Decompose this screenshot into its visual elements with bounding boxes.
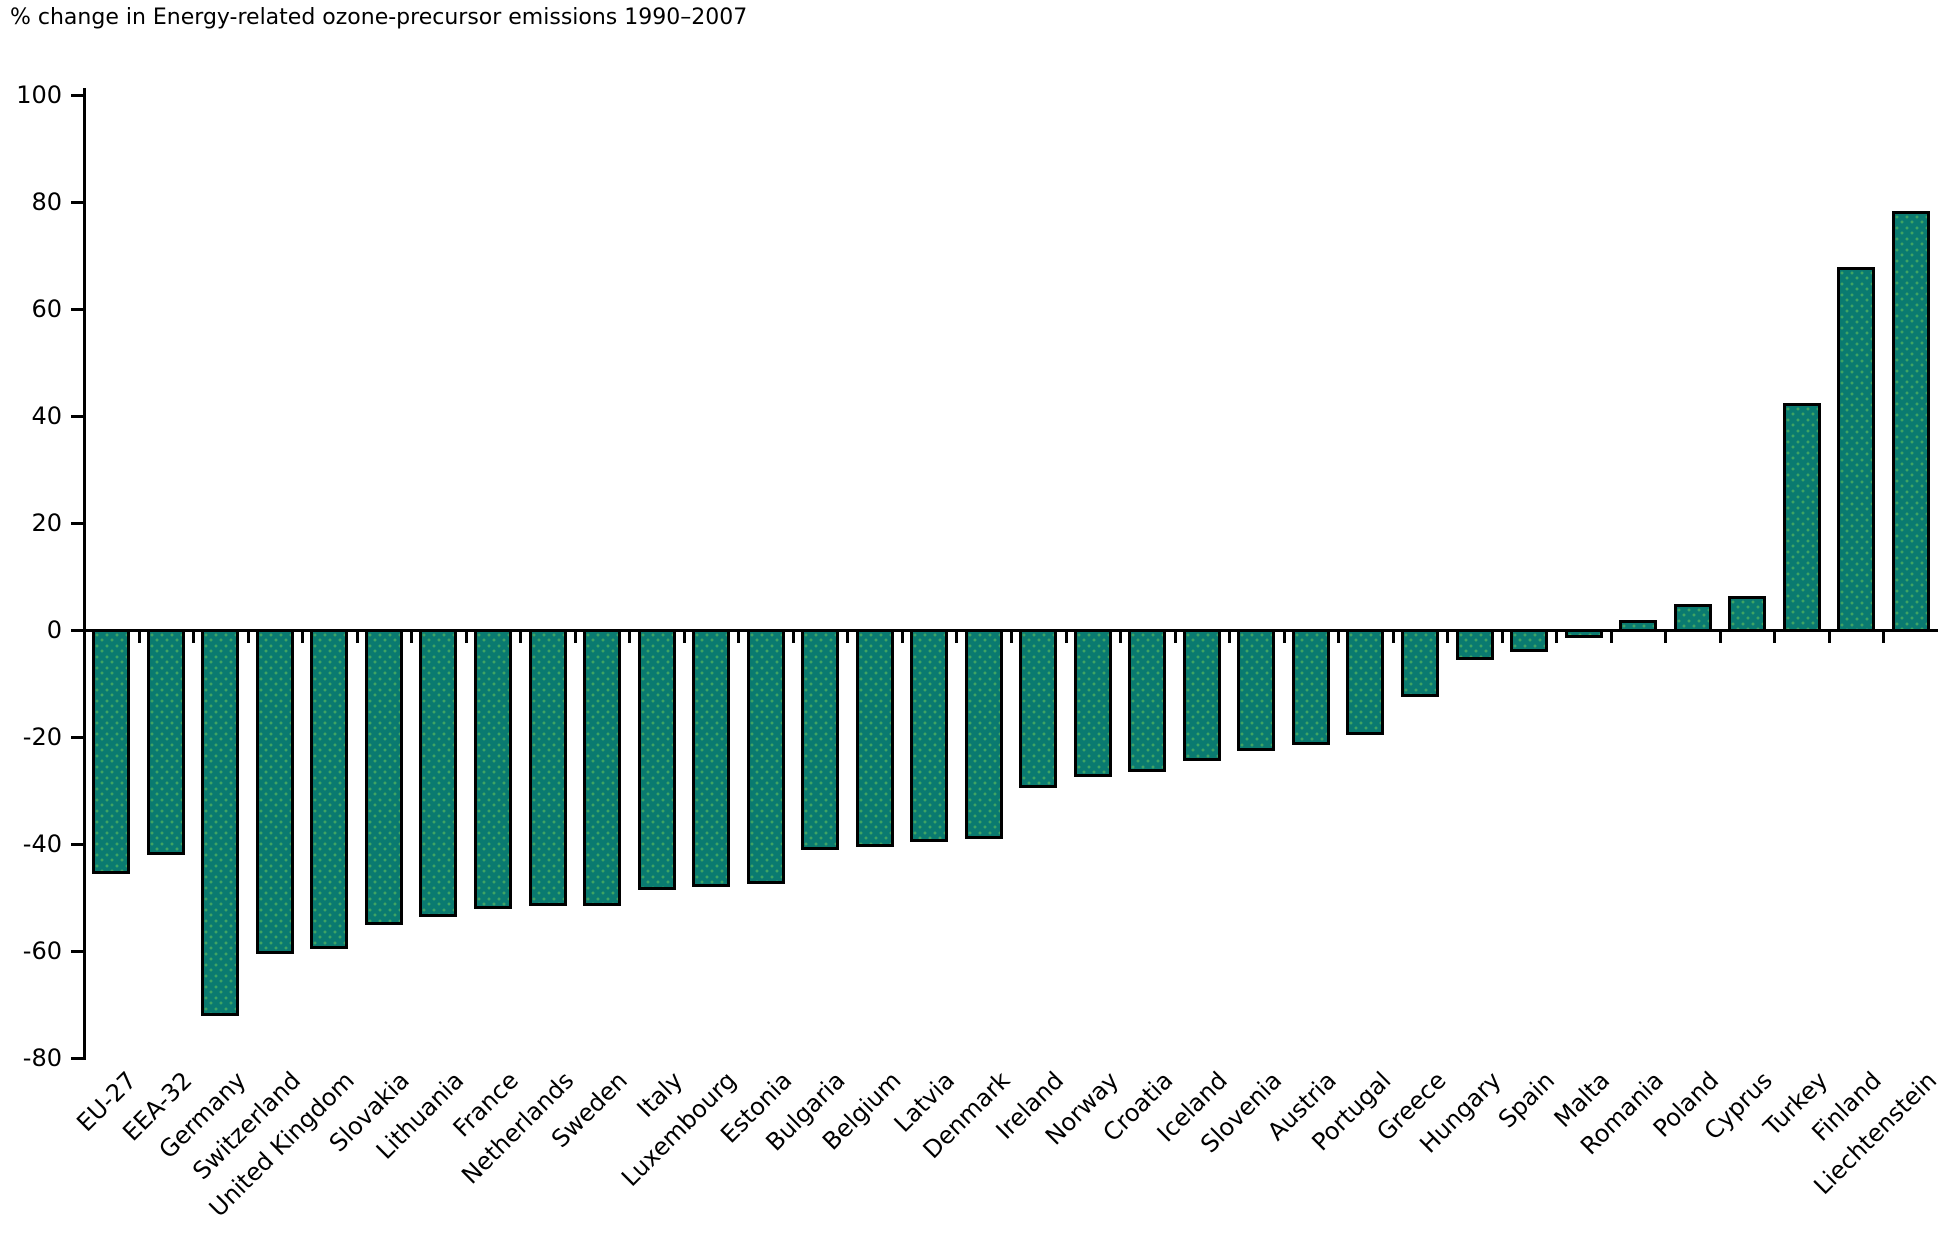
bar-lithuania (419, 629, 457, 917)
x-axis-tick (138, 632, 141, 643)
bar-austria (1292, 629, 1330, 745)
x-axis-tick (846, 632, 849, 643)
y-tick-label: -40 (22, 830, 62, 858)
y-tick-label: 0 (46, 616, 62, 644)
bar-bulgaria (801, 629, 839, 850)
chart-title: % change in Energy-related ozone-precurs… (10, 5, 748, 30)
y-axis-tick (71, 308, 83, 311)
x-axis-line (83, 629, 1938, 632)
x-axis-tick (192, 632, 195, 643)
bar-turkey (1783, 403, 1821, 632)
y-axis-tick (71, 522, 83, 525)
x-axis-tick (1065, 632, 1068, 643)
bar-denmark (965, 629, 1003, 839)
bar-switzerland (256, 629, 294, 954)
y-axis-tick (71, 629, 83, 632)
x-axis-tick (1446, 632, 1449, 643)
x-axis-tick (465, 632, 468, 643)
bar-germany (201, 629, 239, 1016)
x-axis-tick (1719, 632, 1722, 643)
y-axis-tick (71, 201, 83, 204)
y-axis-tick (71, 1057, 83, 1060)
y-axis-line (83, 88, 86, 1060)
y-tick-label: -20 (22, 723, 62, 751)
x-axis-tick (792, 632, 795, 643)
y-tick-label: 20 (31, 509, 62, 537)
bar-estonia (747, 629, 785, 884)
x-axis-tick (1283, 632, 1286, 643)
y-axis-tick (71, 415, 83, 418)
x-axis-tick (1119, 632, 1122, 643)
bar-cyprus (1728, 596, 1766, 632)
x-axis-tick (1501, 632, 1504, 643)
bar-norway (1074, 629, 1112, 777)
x-axis-tick (1174, 632, 1177, 643)
bar-finland (1837, 267, 1875, 632)
bar-iceland (1183, 629, 1221, 761)
x-axis-tick (1828, 632, 1831, 643)
bar-liechtenstein (1892, 211, 1930, 632)
bar-croatia (1128, 629, 1166, 772)
bar-netherlands (529, 629, 567, 906)
y-tick-label: 40 (31, 402, 62, 430)
bar-italy (638, 629, 676, 890)
y-axis-tick (71, 736, 83, 739)
x-axis-tick (1010, 632, 1013, 643)
x-axis-tick (955, 632, 958, 643)
y-axis-tick (71, 94, 83, 97)
bar-luxembourg (692, 629, 730, 887)
x-axis-tick (410, 632, 413, 643)
bar-eea-32 (147, 629, 185, 855)
bar-portugal (1346, 629, 1384, 735)
x-axis-tick (1337, 632, 1340, 643)
bar-slovenia (1237, 629, 1275, 751)
x-axis-tick (1555, 632, 1558, 643)
x-axis-tick (683, 632, 686, 643)
x-axis-tick (628, 632, 631, 643)
x-axis-tick (901, 632, 904, 643)
x-axis-tick (301, 632, 304, 643)
bar-hungary (1456, 629, 1494, 660)
bar-ireland (1019, 629, 1057, 788)
y-axis-tick (71, 843, 83, 846)
bar-greece (1401, 629, 1439, 697)
x-axis-tick (1882, 632, 1885, 643)
bar-spain (1510, 629, 1548, 652)
bar-malta (1565, 629, 1603, 638)
x-axis-tick (574, 632, 577, 643)
y-tick-label: -60 (22, 937, 62, 965)
x-tick-label: Spain (1492, 1066, 1561, 1134)
bar-latvia (910, 629, 948, 842)
x-axis-tick (1392, 632, 1395, 643)
y-tick-label: 60 (31, 295, 62, 323)
bar-belgium (856, 629, 894, 847)
bar-sweden (583, 629, 621, 906)
bar-poland (1674, 604, 1712, 632)
bar-slovakia (365, 629, 403, 925)
x-axis-tick (1228, 632, 1231, 643)
bar-france (474, 629, 512, 909)
x-axis-tick (1664, 632, 1667, 643)
y-tick-label: 80 (31, 188, 62, 216)
y-axis-tick (71, 950, 83, 953)
x-axis-tick (737, 632, 740, 643)
x-axis-tick (356, 632, 359, 643)
x-axis-tick (1773, 632, 1776, 643)
x-axis-tick (519, 632, 522, 643)
x-axis-tick (247, 632, 250, 643)
bar-eu-27 (92, 629, 130, 874)
bar-united-kingdom (310, 629, 348, 949)
x-axis-tick (1610, 632, 1613, 643)
y-tick-label: -80 (22, 1044, 62, 1072)
bar-romania (1619, 620, 1657, 632)
y-tick-label: 100 (16, 81, 62, 109)
